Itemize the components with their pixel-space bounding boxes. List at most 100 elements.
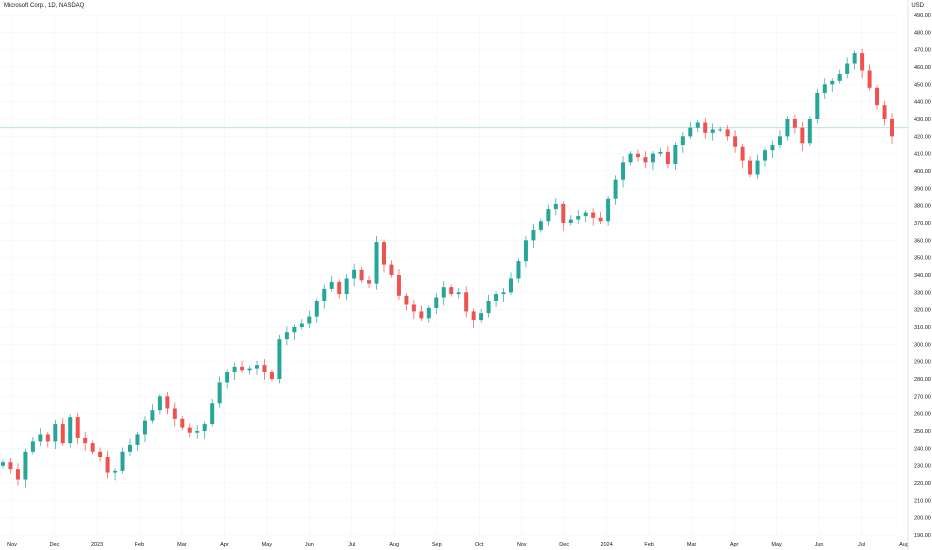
y-tick-label: 200.00 xyxy=(914,516,931,522)
candle-body xyxy=(157,396,162,411)
candle-body xyxy=(411,304,416,312)
y-tick-label: 350.00 xyxy=(914,256,931,262)
candle-body xyxy=(710,129,715,133)
candle-body xyxy=(538,221,543,230)
y-tick-label: 250.00 xyxy=(914,429,931,435)
candle-body xyxy=(329,281,334,289)
candle-body xyxy=(867,70,872,88)
x-tick-label: May xyxy=(262,542,273,548)
candle-body xyxy=(837,73,842,81)
candle-body xyxy=(105,457,110,473)
candle-body xyxy=(382,242,386,265)
candle-body xyxy=(464,292,469,312)
candle-body xyxy=(479,313,484,321)
candle-body xyxy=(165,396,170,409)
candle-body xyxy=(792,119,797,128)
candle-body xyxy=(8,462,13,470)
x-tick-label: Feb xyxy=(644,542,653,548)
candle-body xyxy=(703,122,708,133)
candle-body xyxy=(673,145,678,165)
candle-body xyxy=(426,307,431,319)
candle-body xyxy=(344,278,349,295)
x-tick-label: Apr xyxy=(730,542,739,548)
y-tick-label: 330.00 xyxy=(914,290,931,296)
x-tick-label: Dec xyxy=(50,542,60,548)
candle-body xyxy=(337,281,342,295)
candle-body xyxy=(277,339,282,379)
candle-body xyxy=(486,301,491,314)
candle-body xyxy=(98,451,103,457)
candle-body xyxy=(68,417,73,444)
candle-body xyxy=(217,382,222,404)
candle-body xyxy=(516,261,521,279)
candle-body xyxy=(210,403,215,425)
y-tick-label: 240.00 xyxy=(914,446,931,452)
candle-body xyxy=(359,269,364,281)
y-tick-label: 270.00 xyxy=(914,394,931,400)
candle-body xyxy=(247,368,252,371)
y-tick-label: 340.00 xyxy=(914,273,931,279)
candle-body xyxy=(352,269,357,279)
candle-body xyxy=(568,219,573,223)
candle-body xyxy=(314,301,319,317)
candle-body xyxy=(875,87,880,106)
candle-body xyxy=(180,418,185,428)
candle-body xyxy=(658,151,663,154)
x-tick-label: Sep xyxy=(432,542,442,548)
candle-body xyxy=(202,424,207,431)
y-tick-label: 230.00 xyxy=(914,464,931,470)
candle-body xyxy=(240,366,245,371)
candle-body xyxy=(15,469,20,480)
candle-body xyxy=(613,179,618,199)
candle-body xyxy=(494,294,499,301)
candle-body xyxy=(807,119,812,144)
candle-body xyxy=(561,203,566,223)
y-tick-label: 430.00 xyxy=(914,117,931,123)
candle-body xyxy=(882,105,887,119)
currency-label: USD xyxy=(911,3,924,9)
candle-body xyxy=(38,434,43,442)
candle-body xyxy=(621,162,626,180)
candle-body xyxy=(120,451,125,471)
candle-body xyxy=(890,119,894,137)
candle-body xyxy=(628,153,633,163)
y-tick-label: 320.00 xyxy=(914,308,931,314)
y-tick-label: 300.00 xyxy=(914,342,931,348)
y-tick-label: 480.00 xyxy=(914,30,931,36)
candle-body xyxy=(636,153,640,158)
candle-body xyxy=(284,332,289,340)
y-tick-label: 310.00 xyxy=(914,325,931,331)
candle-body xyxy=(456,292,461,295)
candle-body xyxy=(299,323,304,327)
y-tick-label: 390.00 xyxy=(914,186,931,192)
candle-body xyxy=(60,424,65,444)
candle-body xyxy=(763,150,767,161)
candle-body xyxy=(262,365,267,373)
candle-body xyxy=(232,366,237,373)
candle-body xyxy=(501,292,506,295)
candle-body xyxy=(531,229,536,241)
y-tick-label: 220.00 xyxy=(914,481,931,487)
y-tick-label: 420.00 xyxy=(914,134,931,140)
candle-body xyxy=(23,451,28,480)
y-tick-label: 470.00 xyxy=(914,48,931,54)
y-tick-label: 460.00 xyxy=(914,65,931,71)
candle-body xyxy=(822,84,827,93)
candle-body xyxy=(650,153,655,163)
candle-body xyxy=(815,93,820,119)
y-tick-label: 190.00 xyxy=(914,533,931,539)
candle-body xyxy=(725,129,730,137)
candle-body xyxy=(553,203,558,210)
x-tick-label: Dec xyxy=(559,542,569,548)
x-tick-label: 2024 xyxy=(601,542,613,548)
y-tick-label: 280.00 xyxy=(914,377,931,383)
candle-body xyxy=(113,470,118,473)
x-tick-label: Jul xyxy=(348,542,355,548)
candle-body xyxy=(777,136,782,145)
x-tick-label: 2023 xyxy=(91,542,103,548)
x-tick-label: Aug xyxy=(899,542,909,548)
candle-body xyxy=(860,53,865,71)
candle-body xyxy=(30,441,35,452)
candle-body xyxy=(755,160,760,175)
